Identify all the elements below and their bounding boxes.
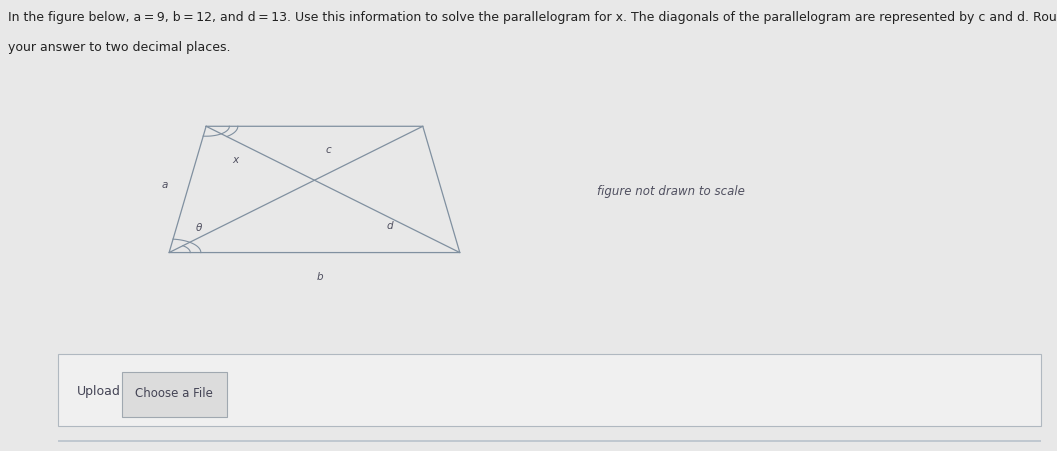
Text: your answer to two decimal places.: your answer to two decimal places.	[8, 41, 231, 54]
Bar	[58, 354, 1041, 426]
Text: Choose a File: Choose a File	[135, 387, 214, 400]
Text: a: a	[161, 180, 168, 190]
Text: Upload: Upload	[77, 385, 122, 397]
Text: In the figure below, a = 9, b = 12, and d = 13. Use this information to solve th: In the figure below, a = 9, b = 12, and …	[8, 11, 1057, 24]
Text: θ: θ	[196, 223, 202, 233]
Bar	[58, 440, 1041, 442]
Text: d: d	[387, 221, 393, 231]
Text: b: b	[316, 272, 323, 282]
Text: c: c	[326, 145, 332, 155]
Text: figure not drawn to scale: figure not drawn to scale	[597, 185, 745, 198]
FancyBboxPatch shape	[122, 372, 227, 417]
Text: x: x	[233, 155, 239, 165]
